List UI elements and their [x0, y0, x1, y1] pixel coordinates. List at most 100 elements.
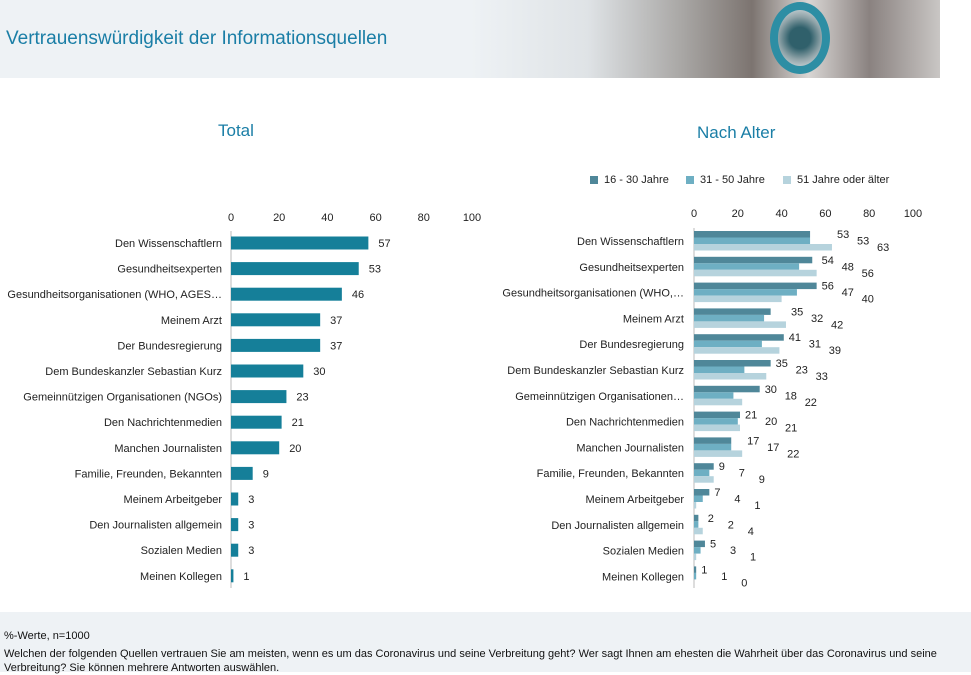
age-category-label: Gesundheitsexperten — [579, 262, 684, 274]
age-category-label: Meinem Arbeitgeber — [586, 494, 685, 506]
age-data-label: 56 — [822, 281, 834, 293]
age-bar — [694, 463, 714, 470]
total-bar — [231, 543, 239, 557]
footer-notes: %-Werte, n=1000 Welchen der folgenden Qu… — [0, 612, 971, 674]
total-tick-label: 100 — [463, 212, 481, 224]
total-category-label: Sozialen Medien — [141, 545, 222, 557]
total-bar — [231, 236, 369, 250]
total-data-label: 3 — [248, 545, 254, 557]
age-bar — [694, 547, 701, 554]
age-data-label: 63 — [877, 242, 889, 254]
age-data-label: 41 — [789, 332, 801, 344]
legend-swatch — [590, 176, 598, 184]
age-data-label: 47 — [842, 287, 854, 299]
age-bar — [694, 237, 811, 244]
total-bar — [231, 287, 342, 301]
total-data-label: 9 — [263, 468, 269, 480]
age-bar — [694, 502, 697, 509]
total-category-label: Den Wissenschaftlern — [115, 238, 222, 250]
age-bar — [694, 469, 710, 477]
age-bar — [694, 334, 784, 341]
age-category-label: Meinem Arzt — [623, 313, 684, 325]
age-tick-label: 80 — [863, 208, 875, 220]
age-data-label: 54 — [822, 255, 834, 267]
age-bar — [694, 340, 762, 348]
age-data-label: 0 — [741, 577, 747, 589]
age-bar — [694, 443, 732, 451]
total-bar — [231, 466, 253, 480]
age-category-label: Den Journalisten allgemein — [551, 520, 684, 532]
total-data-label: 53 — [369, 264, 381, 276]
age-data-label: 4 — [748, 526, 754, 538]
total-data-label: 3 — [248, 494, 254, 506]
logo-ring-icon — [770, 2, 830, 74]
age-bar — [694, 366, 745, 373]
total-category-label: Meinem Arzt — [161, 315, 222, 327]
age-bar — [694, 572, 697, 580]
age-bar — [694, 418, 738, 425]
age-data-label: 3 — [730, 545, 736, 557]
total-category-label: Familie, Freunden, Bekannten — [75, 468, 222, 480]
age-data-label: 32 — [811, 313, 823, 325]
total-category-label: Meinen Kollegen — [140, 571, 222, 583]
age-tick-label: 20 — [732, 208, 744, 220]
age-category-label: Meinen Kollegen — [602, 571, 684, 583]
total-category-label: Meinem Arbeitgeber — [124, 494, 223, 506]
total-data-label: 3 — [248, 520, 254, 532]
total-tick-label: 60 — [369, 212, 381, 224]
age-data-label: 53 — [857, 236, 869, 248]
total-chart-title: Total — [218, 121, 254, 140]
age-data-label: 1 — [701, 564, 707, 576]
age-bar — [694, 289, 797, 296]
total-tick-label: 40 — [321, 212, 333, 224]
total-data-label: 37 — [330, 315, 342, 327]
age-category-label: Gemeinnützigen Organisationen… — [515, 391, 684, 403]
total-data-label: 1 — [243, 571, 249, 583]
age-data-label: 53 — [837, 229, 849, 241]
total-tick-label: 0 — [228, 212, 234, 224]
age-bar — [694, 540, 705, 548]
age-tick-label: 40 — [775, 208, 787, 220]
total-category-label: Den Nachrichtenmedien — [104, 417, 222, 429]
age-bar — [694, 398, 743, 406]
legend-swatch — [783, 176, 791, 184]
total-data-label: 23 — [296, 392, 308, 404]
total-bar — [231, 569, 234, 583]
age-bar — [694, 424, 740, 432]
age-category-label: Den Wissenschaftlern — [577, 236, 684, 248]
age-chart-title: Nach Alter — [697, 123, 776, 142]
age-bar — [694, 360, 771, 367]
age-data-label: 31 — [809, 339, 821, 351]
age-tick-label: 60 — [819, 208, 831, 220]
age-bar — [694, 263, 800, 270]
age-data-label: 30 — [765, 384, 777, 396]
total-data-label: 21 — [292, 417, 304, 429]
age-data-label: 18 — [785, 390, 797, 402]
age-data-label: 56 — [862, 268, 874, 280]
legend-swatch — [686, 176, 694, 184]
age-bar — [694, 282, 817, 290]
age-category-label: Manchen Journalisten — [576, 442, 684, 454]
age-data-label: 2 — [708, 513, 714, 525]
legend-label: 31 - 50 Jahre — [700, 174, 765, 186]
legend-item: 31 - 50 Jahre — [686, 174, 765, 186]
age-data-label: 21 — [745, 410, 757, 422]
total-bar — [231, 518, 239, 532]
age-bar — [694, 450, 743, 457]
total-data-label: 37 — [330, 340, 342, 352]
total-data-label: 30 — [313, 366, 325, 378]
age-category-label: Sozialen Medien — [603, 546, 684, 558]
age-data-label: 9 — [719, 461, 725, 473]
age-tick-label: 100 — [904, 208, 922, 220]
age-data-label: 42 — [831, 319, 843, 331]
age-data-label: 17 — [747, 435, 759, 447]
age-bar — [694, 411, 740, 419]
age-bar — [694, 314, 765, 322]
total-tick-label: 80 — [418, 212, 430, 224]
age-data-label: 40 — [862, 294, 874, 306]
age-data-label: 20 — [765, 416, 777, 428]
age-category-label: Dem Bundeskanzler Sebastian Kurz — [507, 365, 684, 377]
age-bar — [694, 527, 703, 535]
age-bar — [694, 495, 703, 502]
legend-label: 51 Jahre oder älter — [797, 174, 890, 186]
